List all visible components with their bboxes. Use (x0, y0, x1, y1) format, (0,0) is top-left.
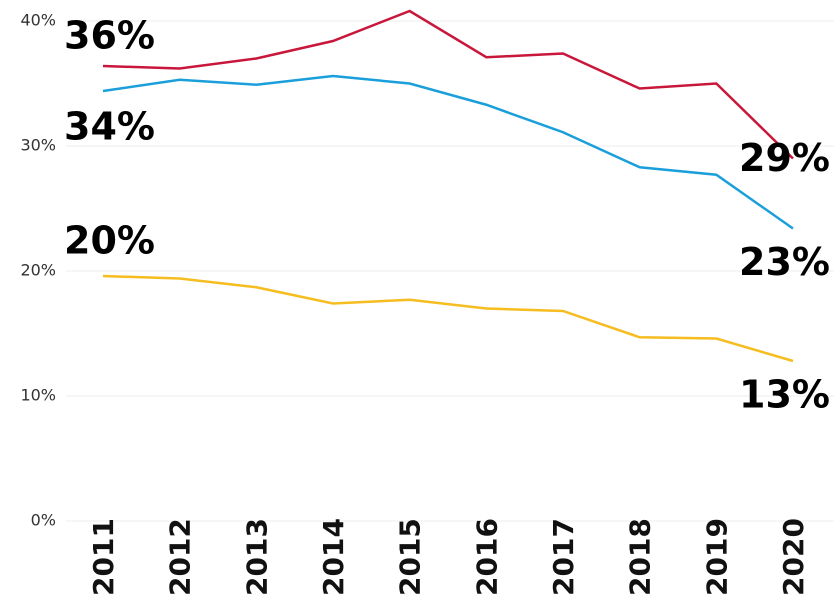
y-tick-label: 40% (20, 11, 56, 30)
y-tick-label: 30% (20, 136, 56, 155)
series-line (102, 9, 794, 160)
series-line (102, 74, 794, 230)
x-tick-label: 2017 (547, 518, 580, 596)
series-line (102, 274, 794, 363)
y-tick-label: 10% (20, 386, 56, 405)
x-tick-label: 2020 (777, 518, 810, 596)
value-label: 29% (739, 136, 830, 180)
value-label: 36% (64, 14, 155, 58)
x-tick-label: 2019 (700, 518, 733, 596)
x-tick-label: 2012 (164, 518, 197, 596)
x-tick-label: 2013 (240, 518, 273, 596)
value-label: 34% (64, 105, 155, 149)
x-tick-label: 2016 (470, 518, 503, 596)
x-tick-label: 2015 (394, 518, 427, 596)
x-tick-label: 2014 (317, 518, 350, 596)
y-tick-label: 0% (31, 511, 56, 530)
y-tick-label: 20% (20, 261, 56, 280)
value-label: 20% (64, 219, 155, 263)
value-label: 23% (739, 240, 830, 284)
value-label: 13% (739, 373, 830, 417)
x-tick-label: 2018 (624, 518, 657, 596)
x-tick-label: 2011 (87, 518, 120, 596)
